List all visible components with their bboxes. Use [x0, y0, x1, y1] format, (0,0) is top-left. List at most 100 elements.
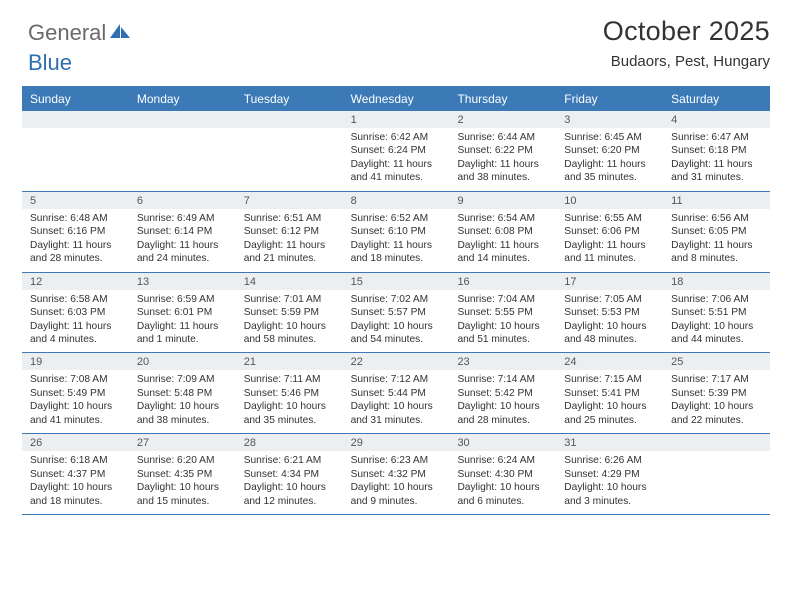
- day-details: Sunrise: 6:59 AMSunset: 6:01 PMDaylight:…: [129, 290, 236, 353]
- day-cell: 31Sunrise: 6:26 AMSunset: 4:29 PMDayligh…: [556, 434, 663, 514]
- day-details: Sunrise: 6:49 AMSunset: 6:14 PMDaylight:…: [129, 209, 236, 272]
- day-cell: 2Sunrise: 6:44 AMSunset: 6:22 PMDaylight…: [449, 111, 556, 191]
- sunset-line: Sunset: 5:51 PM: [671, 306, 764, 319]
- day-details: Sunrise: 7:06 AMSunset: 5:51 PMDaylight:…: [663, 290, 770, 353]
- day-details: Sunrise: 7:09 AMSunset: 5:48 PMDaylight:…: [129, 370, 236, 433]
- sunrise-line: Sunrise: 6:44 AM: [457, 131, 550, 144]
- daylight-line: Daylight: 10 hours and 31 minutes.: [351, 400, 444, 427]
- daylight-line: Daylight: 11 hours and 35 minutes.: [564, 158, 657, 185]
- sunset-line: Sunset: 5:53 PM: [564, 306, 657, 319]
- day-number: 29: [343, 434, 450, 451]
- day-details: Sunrise: 6:24 AMSunset: 4:30 PMDaylight:…: [449, 451, 556, 514]
- sunrise-line: Sunrise: 6:18 AM: [30, 454, 123, 467]
- day-number: 5: [22, 192, 129, 209]
- daylight-line: Daylight: 11 hours and 18 minutes.: [351, 239, 444, 266]
- day-cell: 21Sunrise: 7:11 AMSunset: 5:46 PMDayligh…: [236, 353, 343, 433]
- day-number: 27: [129, 434, 236, 451]
- day-cell: 11Sunrise: 6:56 AMSunset: 6:05 PMDayligh…: [663, 192, 770, 272]
- weeks-container: 1Sunrise: 6:42 AMSunset: 6:24 PMDaylight…: [22, 111, 770, 515]
- week-row: 5Sunrise: 6:48 AMSunset: 6:16 PMDaylight…: [22, 192, 770, 273]
- day-cell: 24Sunrise: 7:15 AMSunset: 5:41 PMDayligh…: [556, 353, 663, 433]
- sunset-line: Sunset: 5:42 PM: [457, 387, 550, 400]
- dayhead-thursday: Thursday: [449, 87, 556, 111]
- sunrise-line: Sunrise: 6:20 AM: [137, 454, 230, 467]
- sunset-line: Sunset: 6:10 PM: [351, 225, 444, 238]
- sunrise-line: Sunrise: 6:49 AM: [137, 212, 230, 225]
- day-number: 4: [663, 111, 770, 128]
- day-cell: 14Sunrise: 7:01 AMSunset: 5:59 PMDayligh…: [236, 273, 343, 353]
- day-details: Sunrise: 7:12 AMSunset: 5:44 PMDaylight:…: [343, 370, 450, 433]
- daylight-line: Daylight: 10 hours and 35 minutes.: [244, 400, 337, 427]
- brand-logo: General: [28, 20, 134, 46]
- day-cell: 26Sunrise: 6:18 AMSunset: 4:37 PMDayligh…: [22, 434, 129, 514]
- daylight-line: Daylight: 11 hours and 41 minutes.: [351, 158, 444, 185]
- day-number: 12: [22, 273, 129, 290]
- sunrise-line: Sunrise: 6:47 AM: [671, 131, 764, 144]
- day-details: Sunrise: 7:02 AMSunset: 5:57 PMDaylight:…: [343, 290, 450, 353]
- day-number: 1: [343, 111, 450, 128]
- day-number: 13: [129, 273, 236, 290]
- sunset-line: Sunset: 6:14 PM: [137, 225, 230, 238]
- sunset-line: Sunset: 6:20 PM: [564, 144, 657, 157]
- sunset-line: Sunset: 5:44 PM: [351, 387, 444, 400]
- daylight-line: Daylight: 11 hours and 1 minute.: [137, 320, 230, 347]
- day-details: Sunrise: 6:26 AMSunset: 4:29 PMDaylight:…: [556, 451, 663, 514]
- daylight-line: Daylight: 10 hours and 22 minutes.: [671, 400, 764, 427]
- sunrise-line: Sunrise: 7:12 AM: [351, 373, 444, 386]
- sunset-line: Sunset: 4:29 PM: [564, 468, 657, 481]
- day-cell: 3Sunrise: 6:45 AMSunset: 6:20 PMDaylight…: [556, 111, 663, 191]
- sunset-line: Sunset: 4:34 PM: [244, 468, 337, 481]
- day-details: Sunrise: 7:01 AMSunset: 5:59 PMDaylight:…: [236, 290, 343, 353]
- daylight-line: Daylight: 11 hours and 28 minutes.: [30, 239, 123, 266]
- week-row: 19Sunrise: 7:08 AMSunset: 5:49 PMDayligh…: [22, 353, 770, 434]
- daylight-line: Daylight: 10 hours and 54 minutes.: [351, 320, 444, 347]
- day-number: 19: [22, 353, 129, 370]
- day-cell: 7Sunrise: 6:51 AMSunset: 6:12 PMDaylight…: [236, 192, 343, 272]
- sunset-line: Sunset: 5:41 PM: [564, 387, 657, 400]
- sunrise-line: Sunrise: 6:23 AM: [351, 454, 444, 467]
- day-number: 9: [449, 192, 556, 209]
- day-number: 3: [556, 111, 663, 128]
- sunrise-line: Sunrise: 6:51 AM: [244, 212, 337, 225]
- day-details: Sunrise: 6:23 AMSunset: 4:32 PMDaylight:…: [343, 451, 450, 514]
- sunrise-line: Sunrise: 7:09 AM: [137, 373, 230, 386]
- daylight-line: Daylight: 10 hours and 9 minutes.: [351, 481, 444, 508]
- sunrise-line: Sunrise: 7:06 AM: [671, 293, 764, 306]
- day-details: [236, 128, 343, 137]
- dayhead-tuesday: Tuesday: [236, 87, 343, 111]
- day-cell: 6Sunrise: 6:49 AMSunset: 6:14 PMDaylight…: [129, 192, 236, 272]
- day-cell: 12Sunrise: 6:58 AMSunset: 6:03 PMDayligh…: [22, 273, 129, 353]
- calendar-grid: SundayMondayTuesdayWednesdayThursdayFrid…: [22, 86, 770, 515]
- empty-cell: [663, 434, 770, 514]
- sunrise-line: Sunrise: 6:48 AM: [30, 212, 123, 225]
- empty-cell: [236, 111, 343, 191]
- sunrise-line: Sunrise: 6:58 AM: [30, 293, 123, 306]
- day-cell: 22Sunrise: 7:12 AMSunset: 5:44 PMDayligh…: [343, 353, 450, 433]
- sunrise-line: Sunrise: 6:42 AM: [351, 131, 444, 144]
- dayhead-wednesday: Wednesday: [343, 87, 450, 111]
- sunrise-line: Sunrise: 6:59 AM: [137, 293, 230, 306]
- day-number: 23: [449, 353, 556, 370]
- sunset-line: Sunset: 4:30 PM: [457, 468, 550, 481]
- day-details: Sunrise: 7:05 AMSunset: 5:53 PMDaylight:…: [556, 290, 663, 353]
- day-cell: 30Sunrise: 6:24 AMSunset: 4:30 PMDayligh…: [449, 434, 556, 514]
- day-cell: 20Sunrise: 7:09 AMSunset: 5:48 PMDayligh…: [129, 353, 236, 433]
- day-details: Sunrise: 6:55 AMSunset: 6:06 PMDaylight:…: [556, 209, 663, 272]
- day-number: 7: [236, 192, 343, 209]
- sunset-line: Sunset: 6:03 PM: [30, 306, 123, 319]
- day-details: [22, 128, 129, 137]
- day-details: Sunrise: 6:18 AMSunset: 4:37 PMDaylight:…: [22, 451, 129, 514]
- empty-cell: [22, 111, 129, 191]
- day-number: 8: [343, 192, 450, 209]
- day-cell: 1Sunrise: 6:42 AMSunset: 6:24 PMDaylight…: [343, 111, 450, 191]
- day-details: Sunrise: 6:20 AMSunset: 4:35 PMDaylight:…: [129, 451, 236, 514]
- daylight-line: Daylight: 10 hours and 41 minutes.: [30, 400, 123, 427]
- day-number: [236, 111, 343, 128]
- title-block: October 2025 Budaors, Pest, Hungary: [603, 16, 770, 70]
- sunset-line: Sunset: 6:22 PM: [457, 144, 550, 157]
- daylight-line: Daylight: 11 hours and 8 minutes.: [671, 239, 764, 266]
- sunrise-line: Sunrise: 7:08 AM: [30, 373, 123, 386]
- sail-icon: [108, 22, 132, 40]
- daylight-line: Daylight: 10 hours and 15 minutes.: [137, 481, 230, 508]
- sunrise-line: Sunrise: 7:17 AM: [671, 373, 764, 386]
